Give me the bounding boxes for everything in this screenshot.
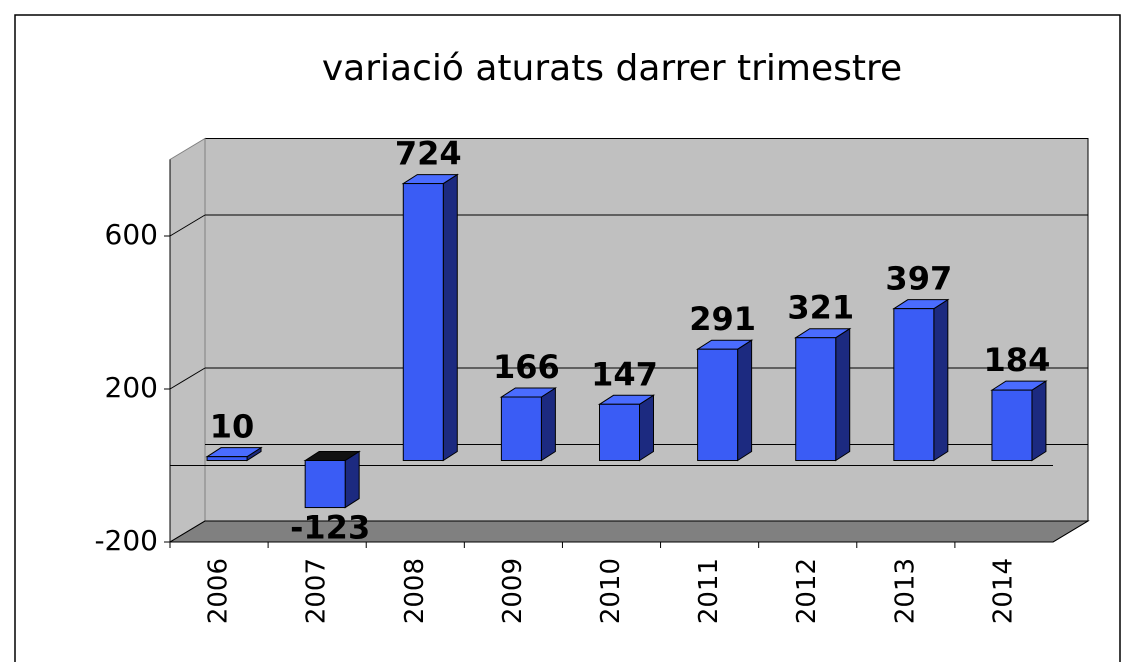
x-tick-label: 2010 — [596, 558, 626, 624]
x-tick-label: 2007 — [302, 558, 332, 624]
bar — [500, 396, 542, 462]
value-label: 10 — [210, 408, 255, 446]
value-label: 321 — [787, 289, 854, 327]
y-tick-label: 200 — [105, 371, 158, 404]
chart-title: variació aturats darrer trimestre — [322, 48, 902, 89]
x-tick-label: 2013 — [890, 558, 920, 624]
y-tick-label: -200 — [94, 524, 158, 557]
x-tick-label: 2011 — [694, 558, 724, 624]
bar — [599, 403, 640, 461]
grid-line-side — [169, 367, 206, 390]
bar — [991, 389, 1033, 461]
side-wall — [169, 137, 206, 543]
value-label: 397 — [885, 260, 952, 298]
value-label: 147 — [591, 355, 658, 393]
bar — [206, 456, 248, 461]
grid-line-side — [169, 214, 206, 237]
bar-side — [344, 450, 360, 509]
bar-side — [737, 339, 753, 462]
bar-side — [540, 387, 556, 462]
y-tick-label: 600 — [105, 218, 158, 251]
value-label: -123 — [290, 509, 370, 547]
bar-side — [1031, 380, 1047, 462]
x-tick-label: 2008 — [400, 558, 430, 624]
grid-line-side — [169, 520, 206, 543]
x-tick-label: 2006 — [204, 558, 234, 624]
bar-side — [639, 394, 654, 462]
value-label: 291 — [689, 300, 756, 338]
bar — [304, 460, 346, 509]
bar-side — [835, 327, 851, 462]
bar — [795, 337, 837, 461]
bar-side — [933, 298, 949, 462]
floor-edge — [1052, 520, 1089, 543]
bar-side — [442, 173, 458, 462]
bar — [697, 348, 739, 462]
x-tick-label: 2009 — [498, 558, 528, 624]
bar — [893, 308, 935, 461]
x-tick-label: 2014 — [988, 558, 1018, 624]
x-tick-label: 2012 — [792, 558, 822, 624]
value-label: 184 — [984, 341, 1051, 379]
value-label: 166 — [493, 348, 560, 386]
bar — [402, 183, 444, 461]
value-label: 724 — [395, 135, 462, 173]
